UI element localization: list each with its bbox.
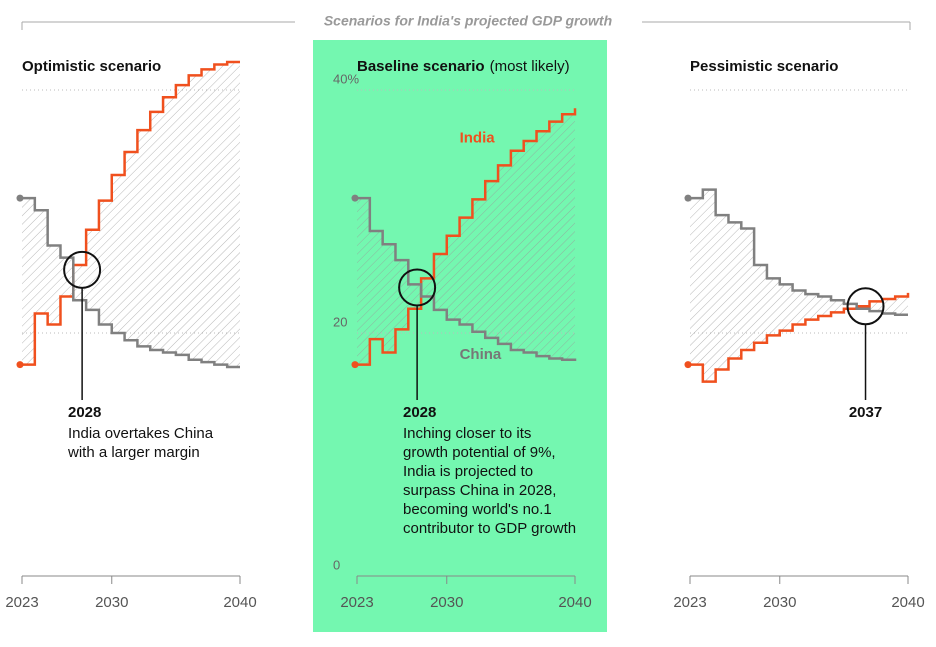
annotation-year: 2028 (403, 404, 436, 421)
annotation-year: 2028 (68, 404, 101, 421)
x-tick-label: 2040 (558, 594, 591, 611)
panel-title: Baseline scenario (most likely) (357, 58, 570, 75)
series-line (22, 60, 240, 366)
title-text: Baseline scenario (357, 58, 485, 75)
annotation-text: India overtakes China (68, 425, 214, 442)
annotation-year: 2037 (849, 404, 882, 421)
series-line (357, 196, 577, 361)
start-dot (684, 194, 692, 202)
x-tick-label: 2040 (223, 594, 256, 611)
start-dot (351, 361, 359, 369)
series-line (690, 292, 910, 383)
annotation-text: Inching closer to its (403, 425, 531, 442)
series-line (357, 108, 577, 366)
gap-hatch (690, 189, 908, 382)
annotation-text: India is projected to (403, 463, 533, 480)
series-line (22, 196, 240, 369)
panel-title: Optimistic scenario (22, 58, 161, 75)
start-dot (351, 194, 359, 202)
annotation-text: becoming world's no.1 (403, 501, 552, 518)
x-tick-label: 2030 (430, 594, 463, 611)
gap-hatch (22, 62, 240, 368)
y-tick-label: 20 (333, 314, 347, 329)
x-tick-label: 2040 (891, 594, 924, 611)
title-text: Optimistic scenario (22, 58, 161, 75)
x-tick-label: 2023 (5, 594, 38, 611)
series-line (690, 188, 908, 317)
panel-title: Pessimistic scenario (690, 58, 838, 75)
header: Scenarios for India's projected GDP grow… (324, 13, 612, 29)
annotation-text: with a larger margin (67, 444, 200, 461)
x-tick-label: 2030 (763, 594, 796, 611)
start-dot (16, 361, 24, 369)
series-label: China (460, 346, 502, 363)
title-text: Pessimistic scenario (690, 58, 838, 75)
y-tick-label: 40% (333, 71, 359, 86)
gap-hatch (357, 108, 575, 365)
start-dot (16, 194, 24, 202)
annotation-text: contributor to GDP growth (403, 520, 576, 537)
y-tick-label: 0 (333, 557, 340, 572)
annotation-text: surpass China in 2028, (403, 482, 556, 499)
x-tick-label: 2023 (673, 594, 706, 611)
subtitle-text: (most likely) (490, 58, 570, 75)
series-label: India (460, 130, 496, 147)
annotation-text: growth potential of 9%, (403, 444, 556, 461)
x-tick-label: 2023 (340, 594, 373, 611)
start-dot (684, 361, 692, 369)
x-tick-label: 2030 (95, 594, 128, 611)
